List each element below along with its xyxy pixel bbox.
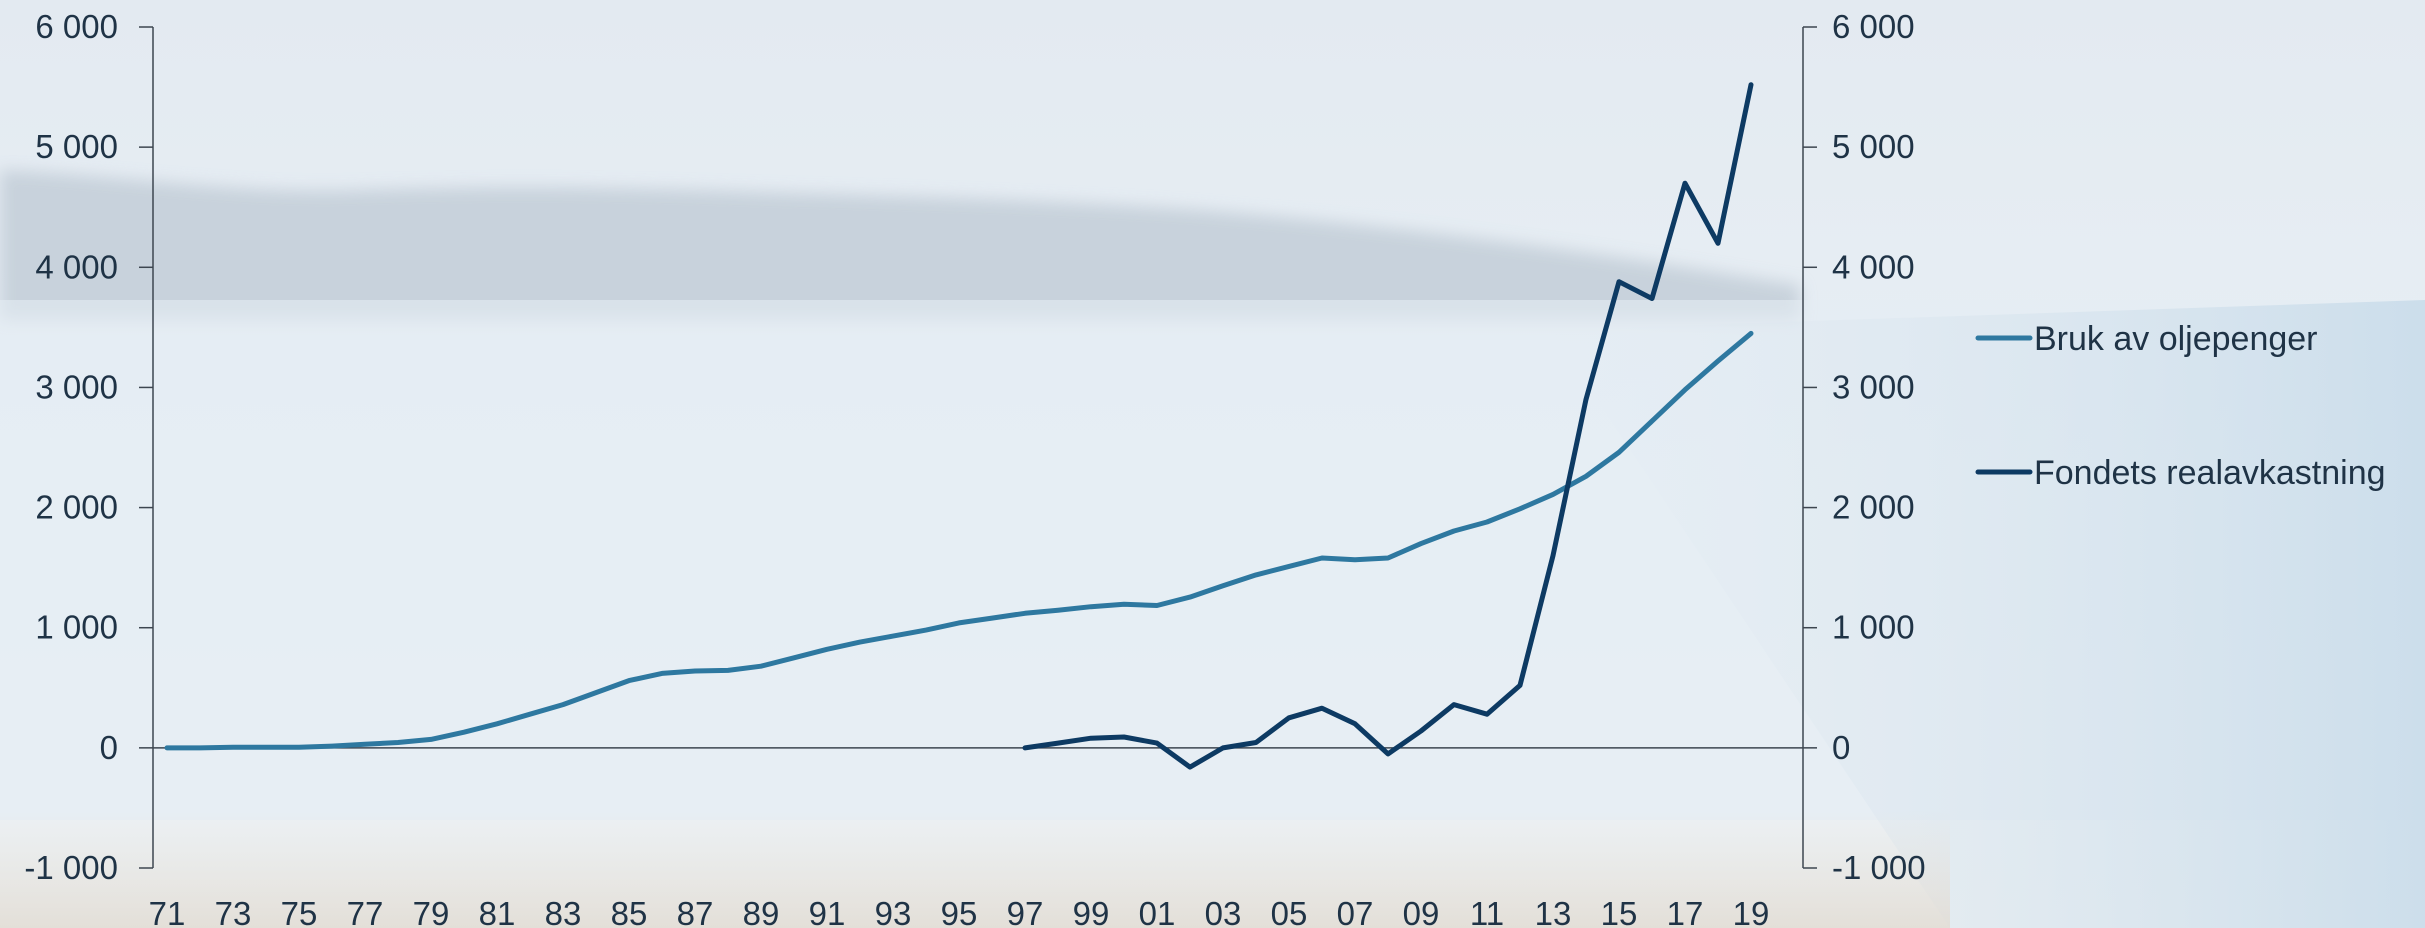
x-tick-label: 95 <box>941 895 978 928</box>
x-tick-label: 93 <box>875 895 912 928</box>
x-tick-label: 99 <box>1073 895 1110 928</box>
x-tick-label: 77 <box>347 895 384 928</box>
right-y-tick-label: 4 000 <box>1832 248 1915 285</box>
series-line-1 <box>164 330 1754 751</box>
x-ticks: 71 73 75 77 79 81 83 85 87 89 91 93 95 97 99 01 03 05 07 09… <box>149 895 1770 928</box>
left-y-tick-label: 4 000 <box>35 248 118 285</box>
x-tick-label: 81 <box>479 895 516 928</box>
right-y-ticks: 6 000 5 000 4 000 3 000 2 000 1 000 0 -1 000 <box>1803 8 1926 886</box>
x-tick-label: 85 <box>611 895 648 928</box>
x-tick-label: 87 <box>677 895 714 928</box>
x-tick-label: 79 <box>413 895 450 928</box>
x-tick-label: 07 <box>1337 895 1374 928</box>
x-tick-label: 15 <box>1601 895 1638 928</box>
x-tick-label: 75 <box>281 895 318 928</box>
left-y-tick-label: 2 000 <box>35 489 118 526</box>
legend: Bruk av oljepenger Fondets realavkastning <box>1975 320 2386 492</box>
left-y-ticks: 6 000 5 000 4 000 3 000 2 000 1 000 0 -1 000 <box>24 8 153 886</box>
right-y-tick-label: -1 000 <box>1832 849 1926 886</box>
left-y-tick-label: 0 <box>100 729 118 766</box>
legend-label: Fondets realavkastning <box>2034 454 2386 492</box>
x-tick-label: 97 <box>1007 895 1044 928</box>
right-y-tick-label: 0 <box>1832 729 1850 766</box>
axes: 6 000 5 000 4 000 3 000 2 000 1 000 0 -1 000 6 … <box>24 8 1925 928</box>
x-tick-label: 91 <box>809 895 846 928</box>
right-y-tick-label: 1 000 <box>1832 609 1915 646</box>
x-tick-label: 83 <box>545 895 582 928</box>
legend-label: Bruk av oljepenger <box>2034 320 2318 358</box>
x-tick-label: 89 <box>743 895 780 928</box>
left-y-tick-label: 6 000 <box>35 8 118 45</box>
x-tick-label: 19 <box>1733 895 1770 928</box>
x-tick-label: 13 <box>1535 895 1572 928</box>
right-y-tick-label: 3 000 <box>1832 368 1915 405</box>
x-tick-label: 09 <box>1403 895 1440 928</box>
series-lines <box>164 82 1754 770</box>
x-tick-label: 05 <box>1271 895 1308 928</box>
x-tick-label: 01 <box>1139 895 1176 928</box>
right-y-tick-label: 2 000 <box>1832 489 1915 526</box>
x-tick-label: 73 <box>215 895 252 928</box>
x-tick-label: 03 <box>1205 895 1242 928</box>
x-tick-label: 71 <box>149 895 186 928</box>
right-y-tick-label: 5 000 <box>1832 128 1915 165</box>
series-line-2 <box>1022 82 1754 770</box>
x-tick-label: 11 <box>1470 895 1504 928</box>
left-y-tick-label: 3 000 <box>35 368 118 405</box>
right-y-tick-label: 6 000 <box>1832 8 1915 45</box>
left-y-tick-label: 1 000 <box>35 609 118 646</box>
x-tick-label: 17 <box>1667 895 1704 928</box>
left-y-tick-label: 5 000 <box>35 128 118 165</box>
left-y-tick-label: -1 000 <box>24 849 118 886</box>
